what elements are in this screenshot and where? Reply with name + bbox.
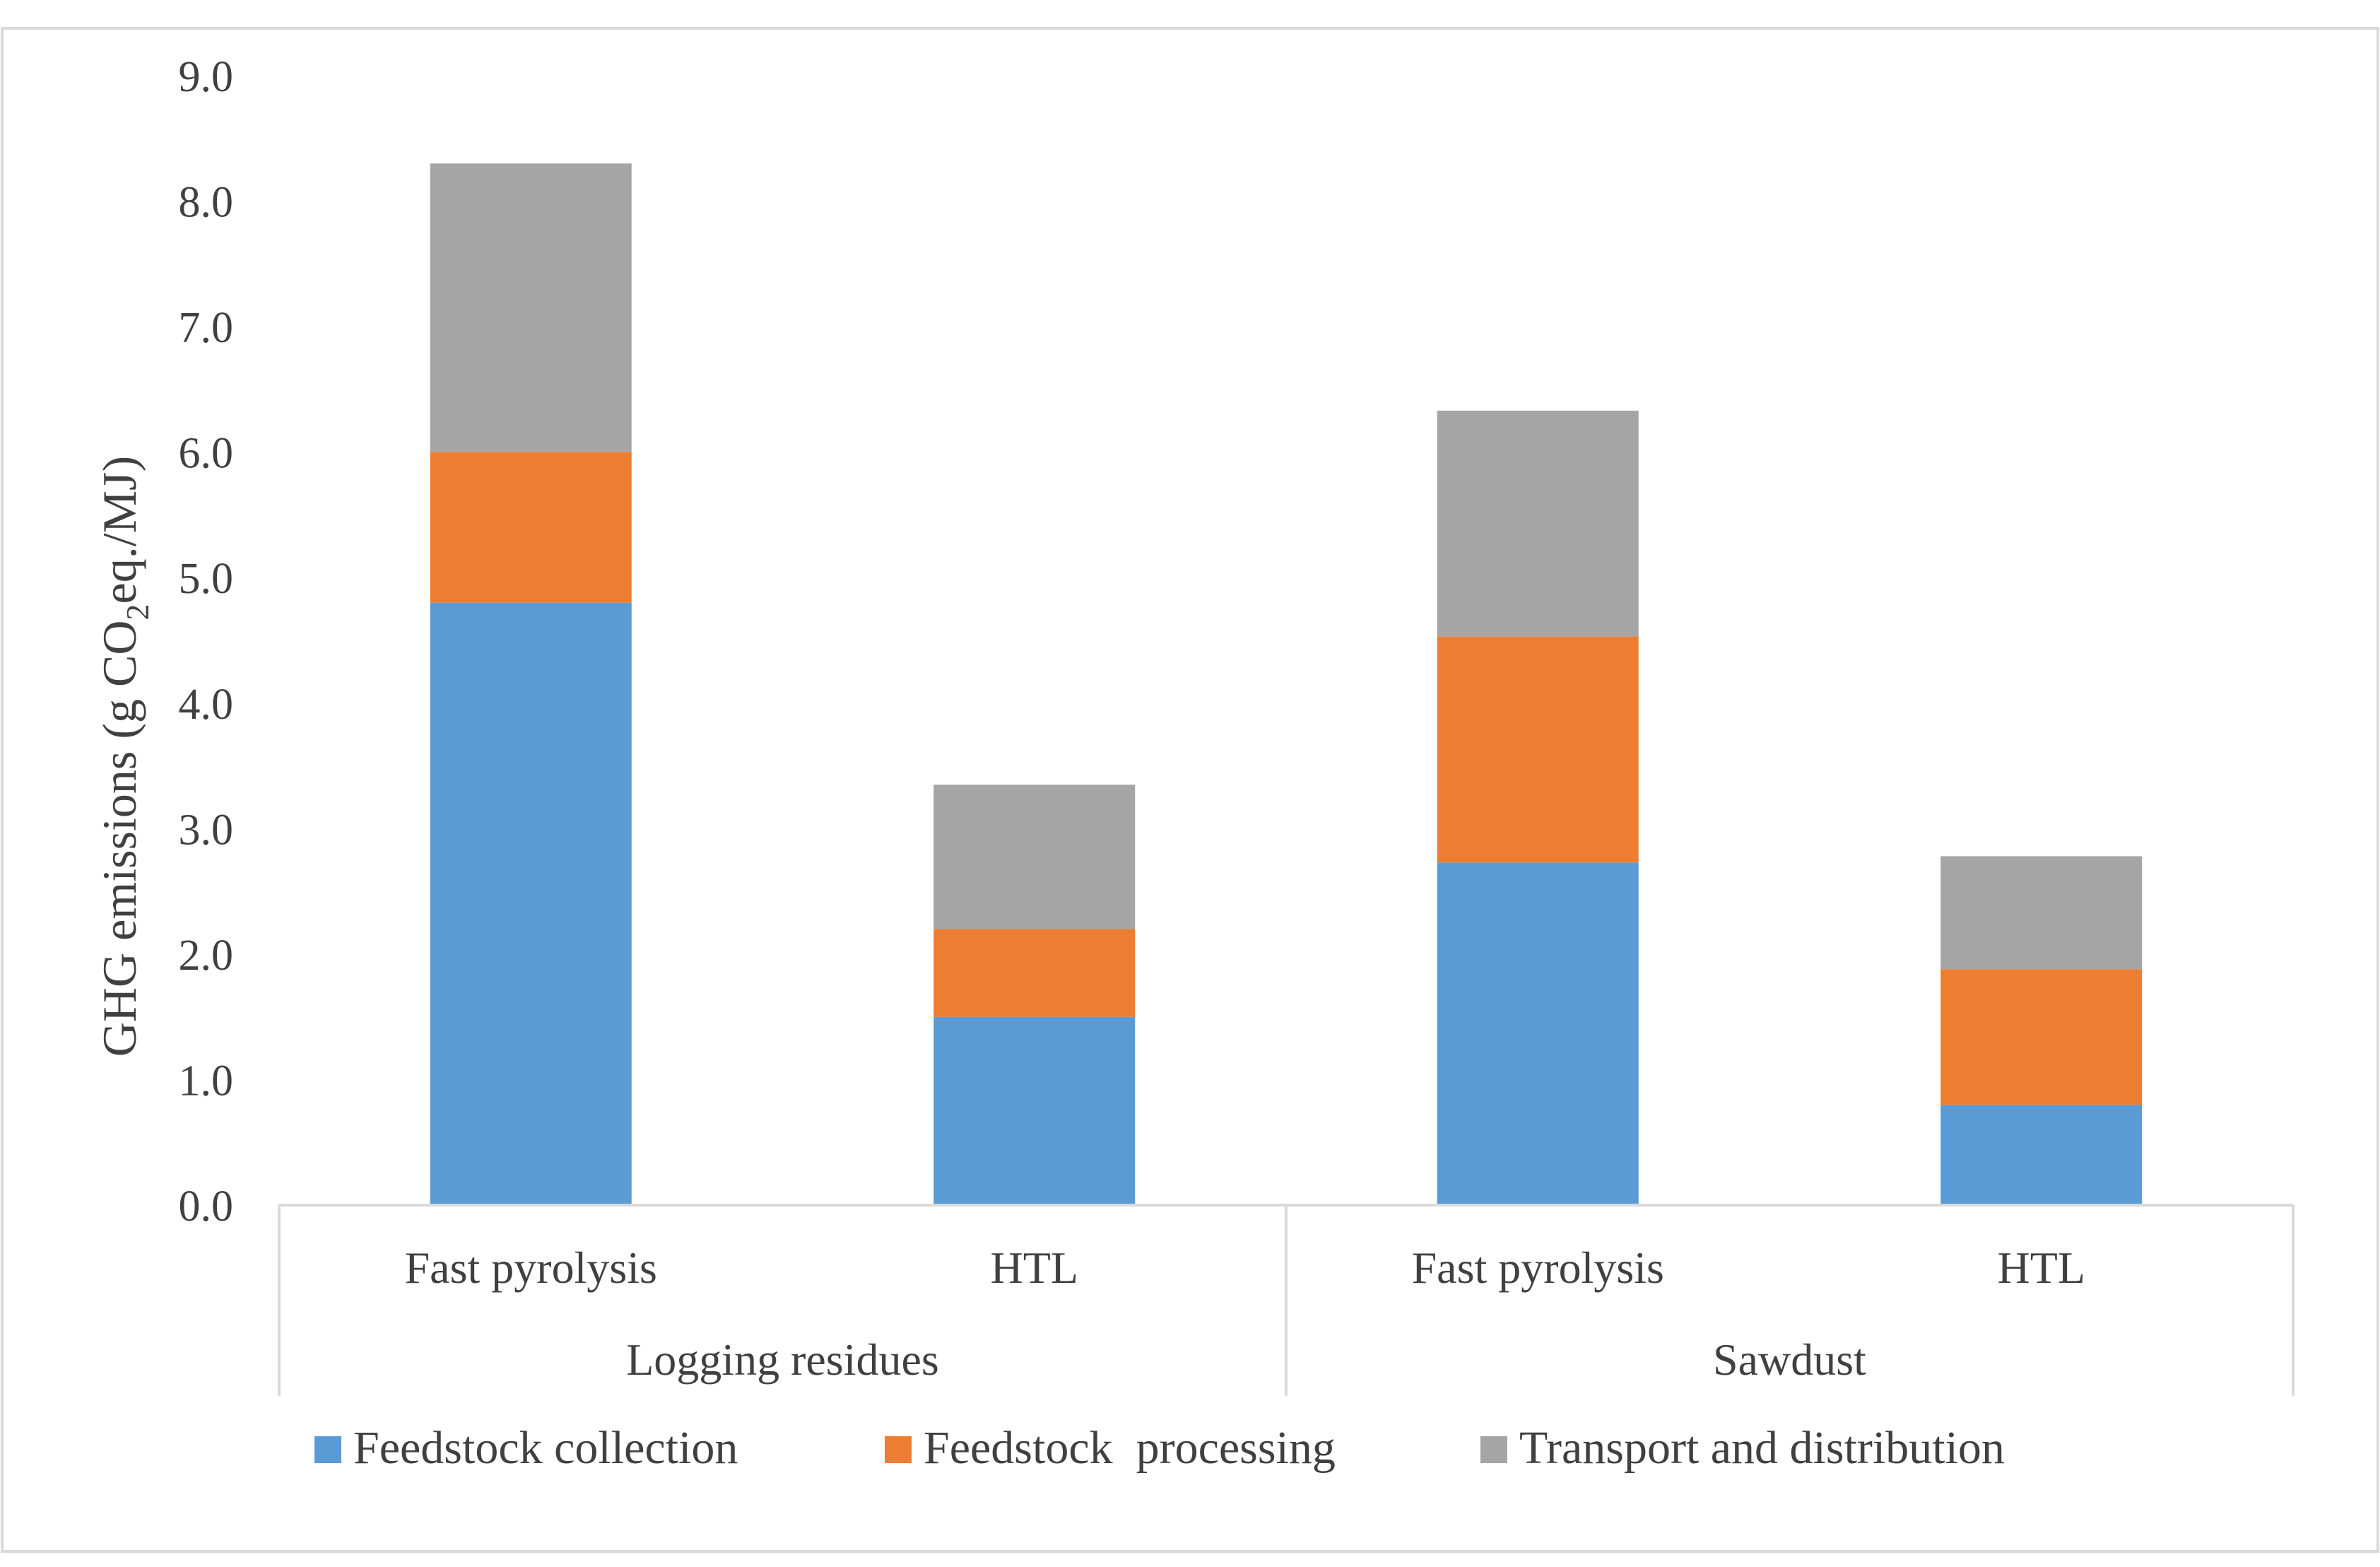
bar-collection-1: [933, 1016, 1136, 1205]
y-tick-label: 4.0: [179, 681, 234, 729]
bar-transport-3: [1940, 856, 2143, 970]
legend-swatch-2: [1480, 1436, 1507, 1463]
y-axis-label-main: GHG emissions (g CO: [93, 620, 146, 1057]
chart-border: [1, 27, 2379, 1553]
y-tick-label: 3.0: [179, 806, 234, 854]
bars: [430, 163, 2143, 1205]
legend-swatch-1: [885, 1436, 912, 1463]
bar-processing-2: [1437, 636, 1639, 863]
y-axis-title: GHG emissions (g CO2eq./MJ): [93, 456, 155, 1057]
x-category-label: HTL: [1998, 1243, 2085, 1293]
bar-processing-0: [430, 452, 632, 603]
x-axis: Fast pyrolysis HTL Logging residues Fast py…: [278, 1204, 2294, 1396]
legend: Feedstock collection Feedstock processing…: [314, 1422, 2005, 1474]
bar-transport-1: [933, 785, 1136, 929]
legend-label-0: Feedstock collection: [353, 1422, 738, 1474]
y-axis-label-tail: eq./MJ): [93, 456, 146, 604]
bar-transport-0: [430, 163, 632, 452]
legend-label-1: Feedstock processing: [924, 1422, 1336, 1474]
bar-collection-3: [1940, 1104, 2143, 1205]
y-axis-label-subscript: 2: [119, 604, 155, 620]
y-tick-label: 2.0: [179, 932, 234, 980]
bar-transport-2: [1437, 411, 1639, 637]
x-group-label: Sawdust: [1713, 1334, 1866, 1385]
bar-collection-2: [1437, 862, 1639, 1205]
bar-collection-0: [430, 602, 632, 1205]
legend-label-2: Transport and distribution: [1519, 1422, 2005, 1474]
y-tick-label: 8.0: [179, 179, 234, 227]
y-tick-label: 5.0: [179, 555, 234, 603]
bar-processing-3: [1940, 969, 2143, 1105]
y-tick-label: 6.0: [179, 430, 234, 478]
y-axis-label: GHG emissions (g CO2eq./MJ): [93, 456, 155, 1057]
x-category-label: Fast pyrolysis: [1412, 1243, 1664, 1293]
y-tick-label: 1.0: [179, 1057, 234, 1105]
y-ticks: 0.0 1.0 2.0 3.0 4.0 5.0 6.0 7.0 8.0 9.0: [179, 53, 234, 1231]
y-tick-label: 7.0: [179, 304, 234, 352]
x-category-label: Fast pyrolysis: [405, 1243, 657, 1293]
y-tick-label: 0.0: [179, 1182, 234, 1231]
bar-processing-1: [933, 929, 1136, 1017]
legend-swatch-0: [314, 1436, 341, 1463]
x-group-label: Logging residues: [626, 1334, 939, 1385]
x-category-label: HTL: [991, 1243, 1078, 1293]
y-tick-label: 9.0: [179, 53, 234, 101]
